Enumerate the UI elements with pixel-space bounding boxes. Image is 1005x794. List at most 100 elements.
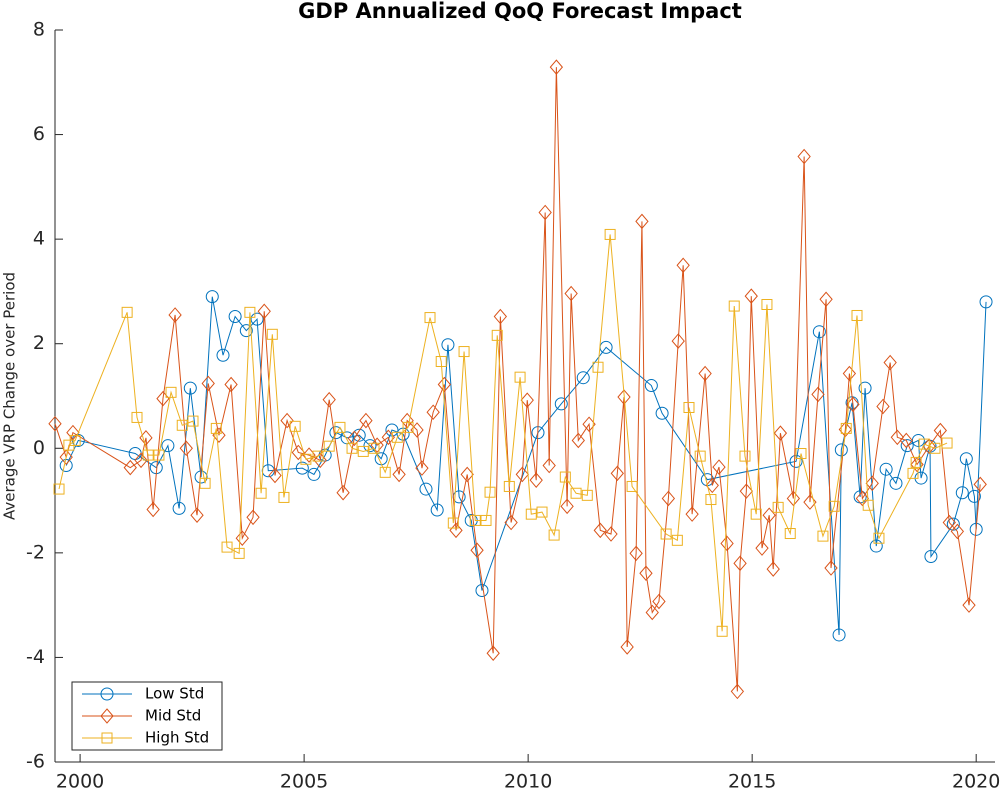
point [278, 491, 290, 503]
point [705, 477, 719, 494]
point [817, 530, 829, 542]
point [228, 310, 242, 324]
point [430, 503, 444, 517]
point [832, 628, 846, 642]
point [716, 625, 728, 637]
point [962, 597, 976, 613]
point [435, 355, 447, 367]
point [755, 540, 769, 556]
point [907, 467, 919, 479]
point [266, 328, 278, 340]
series-line [65, 296, 987, 635]
point [694, 450, 706, 462]
point [415, 460, 429, 476]
y-tick-label: -4 [26, 646, 45, 668]
point [873, 532, 885, 544]
point [257, 303, 271, 320]
point [153, 449, 165, 461]
point [441, 338, 455, 352]
point [176, 419, 188, 431]
x-tick-label: 2015 [728, 771, 776, 793]
point [698, 365, 712, 382]
point [644, 379, 658, 393]
point [819, 291, 833, 308]
point [683, 402, 695, 414]
point [890, 429, 904, 446]
point [289, 420, 301, 432]
point [593, 522, 607, 539]
point [941, 437, 953, 449]
point [967, 489, 981, 503]
point [469, 514, 481, 526]
point [744, 288, 758, 304]
point [554, 397, 568, 411]
y-tick-label: -2 [26, 541, 45, 563]
point [419, 482, 433, 496]
point [216, 348, 230, 362]
point [750, 508, 762, 520]
point [123, 459, 137, 476]
point [165, 386, 177, 398]
point [161, 439, 175, 453]
point [973, 476, 987, 493]
point [676, 257, 690, 274]
legend: Low Std Mid Std High Std [71, 681, 223, 751]
point [156, 390, 170, 407]
point [784, 528, 796, 540]
point [201, 375, 215, 392]
legend-marker [100, 708, 114, 724]
point [855, 490, 870, 507]
point [336, 484, 350, 501]
point [865, 475, 879, 492]
point [635, 213, 649, 230]
point [639, 565, 653, 582]
point [334, 421, 346, 433]
point [840, 422, 852, 434]
point [720, 535, 734, 552]
point [379, 466, 391, 478]
point [307, 467, 321, 481]
point [592, 361, 604, 373]
series-line [54, 67, 981, 692]
point [536, 506, 548, 518]
point [66, 424, 80, 441]
point [486, 645, 500, 662]
point [645, 604, 659, 621]
point [655, 406, 669, 420]
point [828, 500, 840, 512]
point [244, 306, 256, 318]
point [772, 501, 784, 513]
point [142, 449, 154, 461]
point [437, 376, 452, 393]
point [617, 389, 631, 405]
point [347, 430, 361, 447]
point [955, 486, 969, 500]
y-tick-label: 8 [33, 19, 45, 41]
point [268, 467, 282, 484]
x-tick-label: 2010 [504, 771, 552, 793]
point [179, 440, 193, 457]
point [255, 487, 267, 499]
point [233, 547, 245, 559]
legend-marker [101, 732, 113, 744]
point [131, 411, 143, 423]
point [571, 432, 585, 449]
point [359, 412, 373, 429]
point [250, 312, 264, 326]
point [929, 442, 941, 454]
point [950, 523, 965, 540]
point [503, 480, 515, 492]
y-tick-label: 0 [33, 437, 45, 459]
point [762, 507, 776, 523]
point [391, 431, 403, 443]
point [924, 550, 938, 564]
point [363, 439, 377, 453]
point [851, 309, 863, 321]
point [313, 452, 327, 469]
point [766, 561, 780, 577]
point [899, 432, 913, 449]
point [730, 683, 745, 700]
point [458, 346, 470, 358]
point [786, 490, 801, 507]
